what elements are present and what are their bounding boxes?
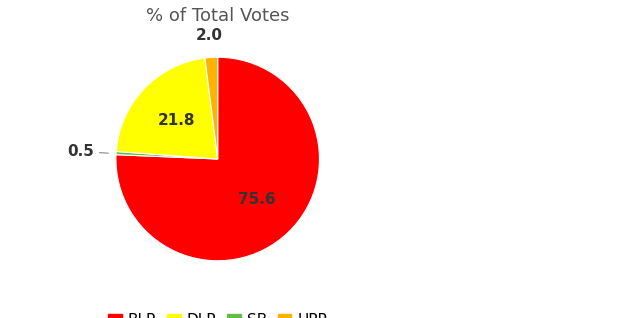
Legend: BLP, DLP, SB, UPP: BLP, DLP, SB, UPP [102, 307, 333, 318]
Wedge shape [116, 151, 218, 159]
Text: 75.6: 75.6 [238, 192, 276, 207]
Wedge shape [116, 58, 218, 159]
Text: 2.0: 2.0 [196, 28, 223, 43]
Wedge shape [205, 57, 218, 159]
Text: 0.5: 0.5 [67, 144, 108, 159]
Title: % of Total Votes: % of Total Votes [146, 7, 289, 25]
Text: 21.8: 21.8 [158, 113, 196, 128]
Wedge shape [116, 57, 320, 261]
